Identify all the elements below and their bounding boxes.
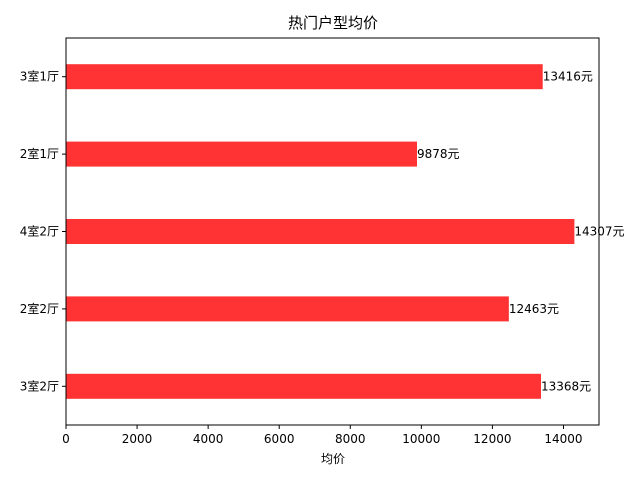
x-tick-label-1: 2000 [122, 432, 153, 446]
y-tick-label-3: 2室2厅 [20, 301, 59, 316]
x-axis: 0 2000 4000 6000 8000 10000 12000 14000 [62, 425, 583, 446]
bar-0 [66, 64, 543, 90]
plot-frame [65, 37, 600, 426]
data-label-1: 9878元 [417, 147, 460, 161]
y-tick-label-2: 4室2厅 [20, 224, 59, 239]
data-label-3: 12463元 [509, 302, 559, 316]
y-axis: 3室1厅 2室1厅 4室2厅 2室2厅 3室2厅 [20, 69, 66, 393]
data-label-0: 13416元 [543, 70, 593, 84]
y-tick-label-4: 3室2厅 [20, 378, 59, 393]
x-tick-label-6: 12000 [473, 432, 511, 446]
bar-4 [66, 373, 542, 399]
x-tick-label-5: 10000 [402, 432, 440, 446]
x-tick-label-4: 8000 [335, 432, 366, 446]
bar-3 [66, 296, 509, 322]
chart-title: 热门户型均价 [288, 14, 378, 32]
bar-2 [66, 219, 575, 244]
x-tick-label-0: 0 [62, 432, 70, 446]
y-tick-label-0: 3室1厅 [20, 69, 59, 84]
y-tick-label-1: 2室1厅 [20, 146, 59, 161]
bars-layer [66, 64, 575, 399]
bar-1 [66, 141, 417, 167]
data-label-4: 13368元 [541, 379, 591, 393]
x-tick-label-7: 14000 [544, 432, 582, 446]
x-tick-label-3: 6000 [264, 432, 295, 446]
x-axis-label: 均价 [321, 452, 345, 466]
x-tick-label-2: 4000 [193, 432, 224, 446]
